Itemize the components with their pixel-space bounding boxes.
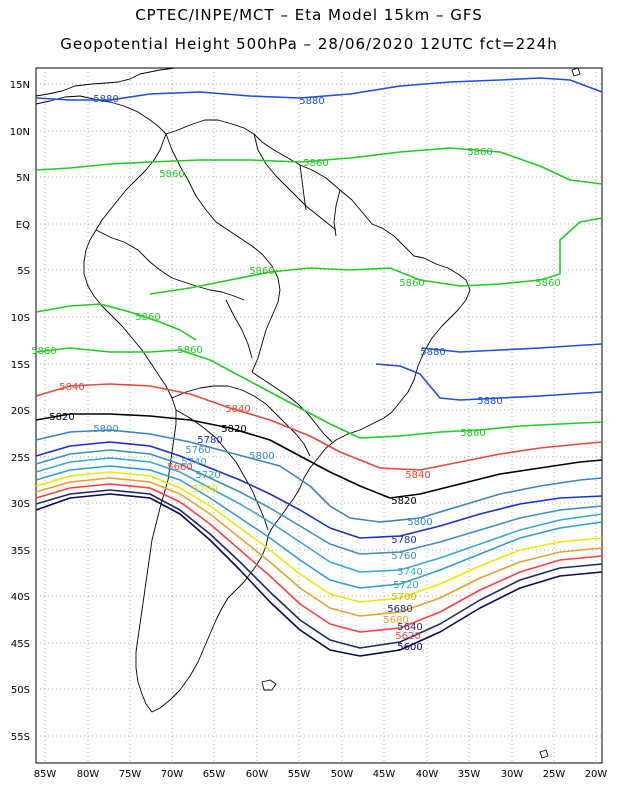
- contour-label: 5660: [167, 462, 192, 473]
- contour-5700: [35, 471, 603, 603]
- longitude-labels: 85W 80W 75W 70W 65W 60W 55W 50W 45W 40W …: [34, 769, 608, 780]
- contour-label: 5700: [391, 592, 416, 603]
- lat-label: 15N: [10, 80, 30, 91]
- lat-label: 55S: [11, 732, 30, 743]
- lat-label: 25S: [11, 453, 30, 464]
- contour-label: 5880: [420, 347, 445, 358]
- map-title-line2: Geopotential Height 500hPa – 28/06/2020 …: [60, 35, 558, 53]
- lat-label: 20S: [11, 406, 30, 417]
- contour-label: 5620: [395, 631, 420, 642]
- contour-5760: [35, 449, 603, 555]
- lat-label: 5N: [16, 173, 30, 184]
- lon-label: 80W: [77, 769, 100, 780]
- height-contours: [35, 77, 603, 657]
- contour-label: 5760: [185, 445, 210, 456]
- contour-label: 5740: [181, 457, 206, 468]
- lat-label: 45S: [11, 639, 30, 650]
- contour-label: 5860: [467, 147, 492, 158]
- contour-5600: [35, 493, 603, 657]
- contour-5860: [35, 347, 603, 439]
- contour-label: 5860: [399, 278, 424, 289]
- contour-label: 5840: [59, 382, 84, 393]
- lon-label: 20W: [585, 769, 608, 780]
- contour-5720: [35, 465, 603, 589]
- map-frame: [35, 67, 603, 764]
- contour-label: 5800: [249, 451, 274, 462]
- contour-label: 5860: [159, 169, 184, 180]
- contour-label: 5880: [477, 396, 502, 407]
- contour-5880: [421, 343, 603, 353]
- contour-label: 5780: [197, 435, 222, 446]
- map-title-line1: CPTEC/INPE/MCT – Eta Model 15km – GFS: [135, 6, 483, 24]
- lat-label: 10S: [11, 313, 30, 324]
- contour-label: 5860: [31, 346, 56, 357]
- contour-label: 5720: [195, 470, 220, 481]
- contour-5780: [35, 441, 603, 539]
- lat-label: 5S: [17, 266, 30, 277]
- contour-5680: [35, 477, 603, 617]
- contour-5880: [35, 77, 603, 101]
- contour-label: 5820: [49, 412, 74, 423]
- lat-label: 30S: [11, 499, 30, 510]
- lat-label: 50S: [11, 685, 30, 696]
- lon-label: 30W: [501, 769, 524, 780]
- lon-label: 25W: [543, 769, 566, 780]
- lat-label: 40S: [11, 592, 30, 603]
- lat-label: 35S: [11, 546, 30, 557]
- contour-label: 5820: [391, 496, 416, 507]
- lon-label: 85W: [34, 769, 57, 780]
- lon-label: 70W: [161, 769, 184, 780]
- contour-5660: [35, 483, 603, 633]
- contour-5840: [35, 383, 603, 471]
- lon-label: 65W: [203, 769, 226, 780]
- contour-5880: [375, 363, 603, 401]
- contour-label: 5860: [460, 428, 485, 439]
- contour-label: 5860: [249, 266, 274, 277]
- contour-label: 5600: [397, 642, 422, 653]
- lon-label: 75W: [119, 769, 142, 780]
- lon-label: 50W: [331, 769, 354, 780]
- contour-5860: [35, 147, 603, 185]
- contour-label: 5860: [135, 312, 160, 323]
- contour-5640: [35, 489, 603, 649]
- contour-label: 5640: [397, 622, 422, 633]
- contour-label: 5840: [405, 470, 430, 481]
- lat-label: EQ: [16, 220, 30, 231]
- contour-label: 5840: [225, 404, 250, 415]
- contour-label: 5760: [391, 551, 416, 562]
- contour-label: 5740: [397, 567, 422, 578]
- contour-label: 5820: [221, 424, 246, 435]
- lat-label: 15S: [11, 360, 30, 371]
- contour-5800: [35, 429, 603, 523]
- contour-5740: [35, 457, 603, 573]
- contour-label: 5860: [535, 278, 560, 289]
- coastline-south-america: [35, 67, 581, 759]
- contour-label: 5780: [391, 535, 416, 546]
- lon-label: 60W: [246, 769, 269, 780]
- lon-label: 40W: [416, 769, 439, 780]
- contour-label: 5860: [303, 158, 328, 169]
- contour-label: 5680: [383, 615, 408, 626]
- lat-label: 10N: [10, 127, 30, 138]
- contour-5860: [35, 303, 197, 341]
- contour-label: 5700: [192, 484, 217, 495]
- lon-label: 55W: [288, 769, 311, 780]
- contour-label: 5800: [407, 517, 432, 528]
- contour-label: 5680: [387, 604, 412, 615]
- contour-label: 5860: [177, 345, 202, 356]
- contour-5860: [149, 217, 603, 295]
- lon-label: 35W: [458, 769, 481, 780]
- contour-labels: 5880 5880 5880 5880 5860 5860 5860 5860 …: [31, 94, 560, 653]
- contour-label: 5720: [393, 580, 418, 591]
- contour-label: 5880: [93, 94, 118, 105]
- latitude-labels: 15N 10N 5N EQ 5S 10S 15S 20S 25S 30S 35S…: [10, 80, 30, 743]
- contour-5820: [35, 413, 603, 499]
- lon-label: 45W: [373, 769, 396, 780]
- contour-label: 5800: [93, 424, 118, 435]
- contour-label: 5880: [299, 96, 324, 107]
